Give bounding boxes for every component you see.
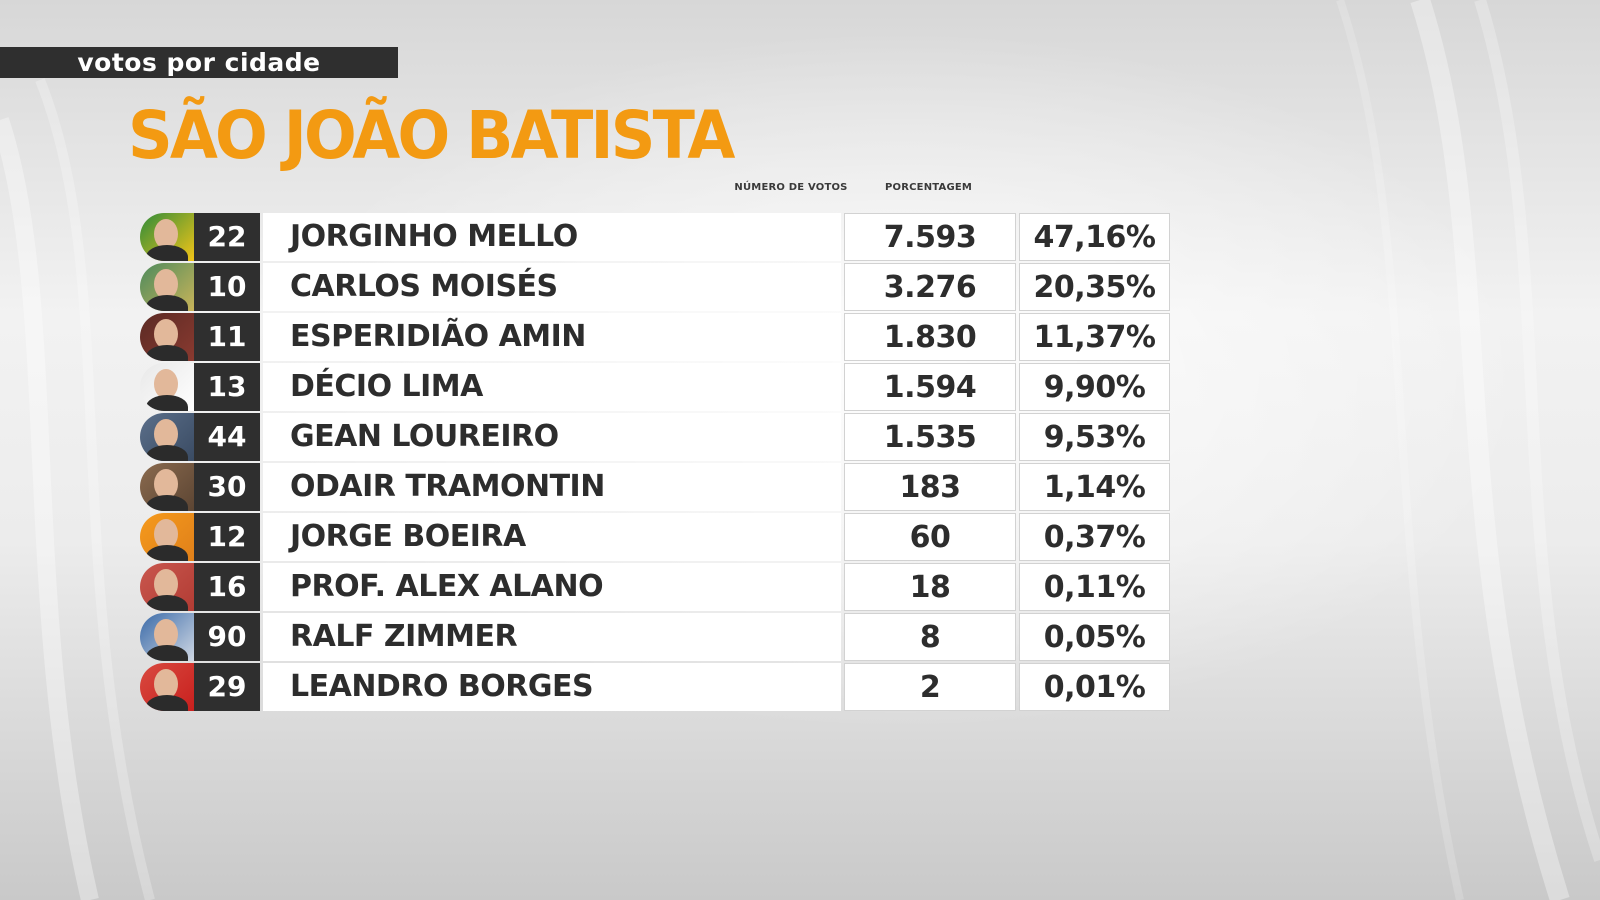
candidate-percentage: 47,16% — [1019, 213, 1170, 261]
candidate-votes: 60 — [844, 513, 1016, 561]
votes-column-header: NÚMERO DE VOTOS — [734, 182, 848, 193]
candidate-photo — [140, 213, 194, 261]
candidate-votes: 2 — [844, 663, 1016, 711]
candidate-photo — [140, 263, 194, 311]
results-table: 22 JORGINHO MELLO 7.593 47,16% 10 CARLOS… — [140, 213, 1170, 713]
candidate-percentage: 20,35% — [1019, 263, 1170, 311]
candidate-photo — [140, 563, 194, 611]
candidate-votes: 18 — [844, 563, 1016, 611]
candidate-photo — [140, 663, 194, 711]
candidate-votes: 1.535 — [844, 413, 1016, 461]
candidate-photo — [140, 313, 194, 361]
candidate-name: JORGINHO MELLO — [263, 213, 841, 261]
table-row: 44 GEAN LOUREIRO 1.535 9,53% — [140, 413, 1170, 461]
candidate-name: GEAN LOUREIRO — [263, 413, 841, 461]
candidate-votes: 3.276 — [844, 263, 1016, 311]
candidate-number: 11 — [194, 313, 260, 361]
table-row: 90 RALF ZIMMER 8 0,05% — [140, 613, 1170, 661]
table-row: 30 ODAIR TRAMONTIN 183 1,14% — [140, 463, 1170, 511]
table-row: 22 JORGINHO MELLO 7.593 47,16% — [140, 213, 1170, 261]
candidate-percentage: 0,11% — [1019, 563, 1170, 611]
candidate-name: JORGE BOEIRA — [263, 513, 841, 561]
candidate-number: 12 — [194, 513, 260, 561]
candidate-number: 10 — [194, 263, 260, 311]
candidate-percentage: 1,14% — [1019, 463, 1170, 511]
candidate-name: DÉCIO LIMA — [263, 363, 841, 411]
candidate-percentage: 0,01% — [1019, 663, 1170, 711]
candidate-name: PROF. ALEX ALANO — [263, 563, 841, 611]
city-title: SÃO JOÃO BATISTA — [128, 97, 735, 174]
table-row: 13 DÉCIO LIMA 1.594 9,90% — [140, 363, 1170, 411]
candidate-name: ESPERIDIÃO AMIN — [263, 313, 841, 361]
candidate-photo — [140, 363, 194, 411]
candidate-votes: 7.593 — [844, 213, 1016, 261]
candidate-photo — [140, 413, 194, 461]
candidate-number: 30 — [194, 463, 260, 511]
candidate-number: 44 — [194, 413, 260, 461]
candidate-number: 16 — [194, 563, 260, 611]
candidate-number: 29 — [194, 663, 260, 711]
candidate-votes: 1.830 — [844, 313, 1016, 361]
candidate-votes: 183 — [844, 463, 1016, 511]
candidate-percentage: 0,37% — [1019, 513, 1170, 561]
candidate-photo — [140, 613, 194, 661]
candidate-percentage: 9,90% — [1019, 363, 1170, 411]
percentage-column-header: PORCENTAGEM — [885, 182, 973, 193]
table-row: 29 LEANDRO BORGES 2 0,01% — [140, 663, 1170, 711]
candidate-number: 22 — [194, 213, 260, 261]
candidate-votes: 8 — [844, 613, 1016, 661]
candidate-name: LEANDRO BORGES — [263, 663, 841, 711]
candidate-photo — [140, 513, 194, 561]
section-kicker: votos por cidade — [0, 47, 398, 78]
candidate-name: CARLOS MOISÉS — [263, 263, 841, 311]
candidate-percentage: 11,37% — [1019, 313, 1170, 361]
candidate-number: 90 — [194, 613, 260, 661]
candidate-percentage: 0,05% — [1019, 613, 1170, 661]
table-row: 12 JORGE BOEIRA 60 0,37% — [140, 513, 1170, 561]
candidate-photo — [140, 463, 194, 511]
candidate-percentage: 9,53% — [1019, 413, 1170, 461]
table-row: 16 PROF. ALEX ALANO 18 0,11% — [140, 563, 1170, 611]
candidate-votes: 1.594 — [844, 363, 1016, 411]
candidate-number: 13 — [194, 363, 260, 411]
candidate-name: RALF ZIMMER — [263, 613, 841, 661]
table-row: 10 CARLOS MOISÉS 3.276 20,35% — [140, 263, 1170, 311]
table-row: 11 ESPERIDIÃO AMIN 1.830 11,37% — [140, 313, 1170, 361]
candidate-name: ODAIR TRAMONTIN — [263, 463, 841, 511]
